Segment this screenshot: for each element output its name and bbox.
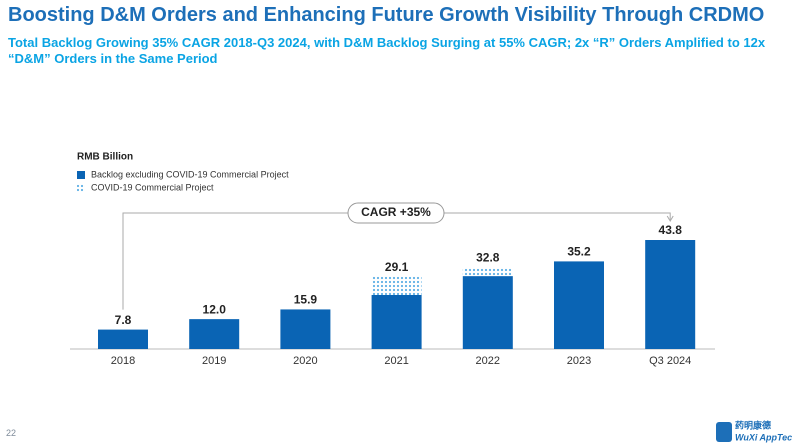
bar-segment [462,276,513,349]
legend-swatch [77,171,85,179]
total-label: 12.0 [203,302,227,316]
bar-segment [98,329,148,349]
cagr-pill [347,202,445,224]
bar-segment [371,294,422,349]
slide-subtitle: Total Backlog Growing 35% CAGR 2018-Q3 2… [8,35,766,66]
logo-name: WuXi AppTec [735,432,792,442]
x-tick-label: 2019 [202,355,226,367]
x-tick-label: Q3 2024 [649,355,691,367]
unit-label: RMB Billion [77,152,133,163]
legend-label: COVID-19 Commercial Project [91,182,214,192]
legend-label: Backlog excluding COVID-19 Commercial Pr… [91,169,289,179]
total-label: 29.1 [385,260,409,274]
page-number: 22 [6,428,17,438]
total-label: 43.8 [659,223,683,237]
bar-segment [189,319,240,349]
logo-mark [716,422,732,442]
bar-segment [280,309,331,349]
x-tick-label: 2021 [384,355,408,367]
bar-segment [462,267,513,277]
cagr-arrow [666,215,674,222]
x-tick-label: 2023 [567,355,591,367]
bar-segment [645,240,696,349]
bar-segment [554,261,604,349]
bar-segment [371,276,422,295]
total-label: 32.8 [476,251,500,265]
total-label: 15.9 [294,293,318,307]
slide-title: Boosting D&M Orders and Enhancing Future… [8,4,765,26]
x-tick-label: 2022 [476,355,500,367]
x-tick-label: 2020 [293,355,317,367]
legend-swatch [77,184,85,192]
logo-chinese: 药明康德 [735,419,771,430]
logo: 药明康德 WuXi AppTec [716,419,792,442]
cagr-label: CAGR +35% [361,205,431,219]
total-label: 35.2 [567,245,591,259]
x-tick-label: 2018 [111,355,135,367]
total-label: 7.8 [115,313,132,327]
